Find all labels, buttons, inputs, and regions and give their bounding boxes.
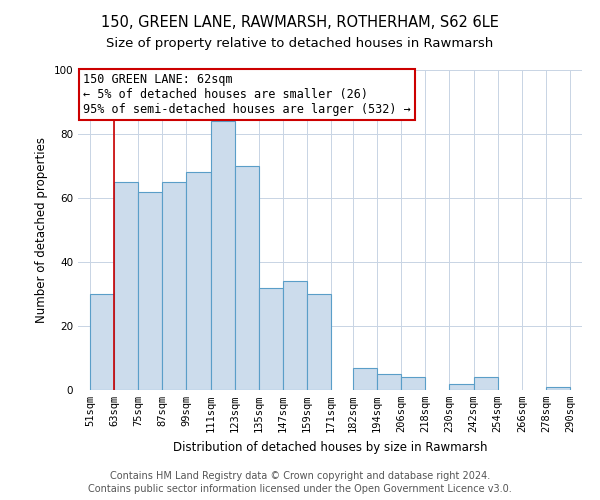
Bar: [283, 281, 307, 390]
Bar: [114, 182, 138, 390]
Bar: [473, 377, 497, 390]
X-axis label: Distribution of detached houses by size in Rawmarsh: Distribution of detached houses by size …: [173, 440, 487, 454]
Bar: [546, 387, 570, 390]
Bar: [449, 384, 473, 390]
Bar: [377, 374, 401, 390]
Bar: [90, 294, 114, 390]
Bar: [259, 288, 283, 390]
Y-axis label: Number of detached properties: Number of detached properties: [35, 137, 48, 323]
Bar: [138, 192, 163, 390]
Bar: [401, 377, 425, 390]
Text: Contains public sector information licensed under the Open Government Licence v3: Contains public sector information licen…: [88, 484, 512, 494]
Text: Size of property relative to detached houses in Rawmarsh: Size of property relative to detached ho…: [106, 38, 494, 51]
Text: 150, GREEN LANE, RAWMARSH, ROTHERHAM, S62 6LE: 150, GREEN LANE, RAWMARSH, ROTHERHAM, S6…: [101, 15, 499, 30]
Bar: [211, 121, 235, 390]
Bar: [307, 294, 331, 390]
Text: Contains HM Land Registry data © Crown copyright and database right 2024.: Contains HM Land Registry data © Crown c…: [110, 471, 490, 481]
Bar: [163, 182, 187, 390]
Bar: [235, 166, 259, 390]
Bar: [353, 368, 377, 390]
Text: 150 GREEN LANE: 62sqm
← 5% of detached houses are smaller (26)
95% of semi-detac: 150 GREEN LANE: 62sqm ← 5% of detached h…: [83, 73, 411, 116]
Bar: [187, 172, 211, 390]
